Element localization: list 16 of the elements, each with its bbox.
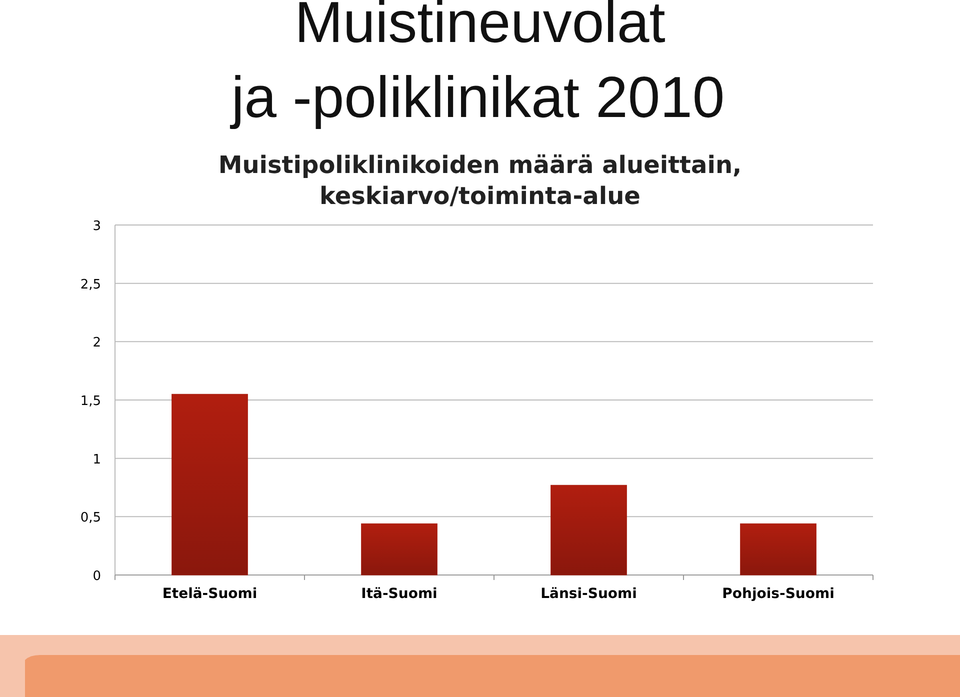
bar (550, 484, 627, 576)
bar (361, 523, 438, 576)
x-tick-label: Etelä-Suomi (162, 586, 258, 602)
y-tick-label: 2,5 (80, 277, 101, 292)
y-tick-label: 3 (92, 219, 101, 234)
chart-subtitle: Muistipoliklinikoiden määrä alueittain, keskiarvo/toiminta-alue (218, 151, 742, 210)
x-tick-label: Länsi-Suomi (540, 586, 637, 602)
y-tick-label: 1,5 (80, 394, 101, 409)
y-tick-label: 1 (92, 452, 101, 468)
bar (740, 523, 816, 576)
y-tick-label: 0 (92, 569, 101, 584)
y-tick-label: 2 (92, 336, 101, 351)
x-tick-label: Itä-Suomi (361, 586, 438, 602)
y-tick-label: 0,5 (80, 510, 101, 526)
bar (172, 394, 248, 576)
x-tick-label: Pohjois-Suomi (722, 586, 834, 602)
